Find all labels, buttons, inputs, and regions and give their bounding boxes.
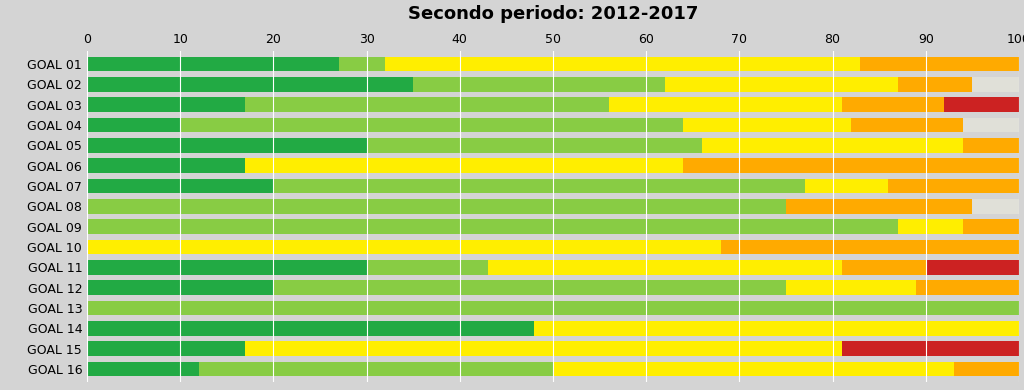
Bar (199, 362, 553, 376)
Bar (87, 362, 1019, 376)
Bar (487, 260, 842, 275)
Bar (860, 57, 1019, 71)
Bar (944, 97, 1019, 112)
Bar (87, 260, 367, 275)
Bar (87, 219, 898, 234)
Bar (926, 260, 1019, 275)
Bar (842, 97, 944, 112)
Bar (87, 138, 1019, 152)
Bar (87, 239, 721, 254)
Bar (898, 219, 963, 234)
Bar (87, 362, 199, 376)
Bar (963, 219, 1019, 234)
Bar (553, 362, 953, 376)
Bar (702, 138, 963, 152)
Bar (246, 158, 683, 173)
Bar (535, 321, 1019, 336)
Bar (87, 199, 1019, 214)
Bar (721, 239, 1019, 254)
Bar (339, 57, 385, 71)
Bar (953, 362, 1019, 376)
Bar (963, 138, 1019, 152)
Bar (87, 239, 1019, 254)
Bar (414, 77, 665, 92)
Bar (180, 118, 683, 132)
Bar (87, 219, 1019, 234)
Bar (246, 341, 842, 356)
Bar (273, 280, 786, 295)
Bar (87, 280, 1019, 295)
Bar (87, 199, 786, 214)
Bar (87, 179, 273, 193)
Bar (385, 57, 860, 71)
Bar (87, 280, 273, 295)
Bar (273, 179, 805, 193)
Bar (87, 301, 1019, 315)
Bar (87, 179, 1019, 193)
Title: Secondo periodo: 2012-2017: Secondo periodo: 2012-2017 (408, 5, 698, 23)
Bar (367, 138, 702, 152)
Bar (805, 179, 889, 193)
Bar (87, 138, 367, 152)
Bar (87, 97, 246, 112)
Bar (851, 118, 963, 132)
Bar (87, 301, 1019, 315)
Bar (87, 321, 1019, 336)
Bar (842, 260, 926, 275)
Bar (246, 97, 609, 112)
Bar (842, 341, 1019, 356)
Bar (609, 97, 842, 112)
Bar (889, 179, 1019, 193)
Bar (87, 77, 1019, 92)
Bar (87, 341, 246, 356)
Bar (916, 280, 1019, 295)
Bar (87, 77, 414, 92)
Bar (786, 199, 973, 214)
Bar (665, 77, 898, 92)
Bar (786, 280, 916, 295)
Bar (87, 158, 1019, 173)
Bar (683, 158, 1019, 173)
Bar (87, 118, 180, 132)
Bar (87, 341, 1019, 356)
Bar (87, 57, 1019, 71)
Bar (683, 118, 851, 132)
Bar (87, 158, 246, 173)
Bar (898, 77, 973, 92)
Bar (87, 321, 535, 336)
Bar (87, 260, 1019, 275)
Bar (87, 57, 339, 71)
Bar (367, 260, 487, 275)
Bar (87, 97, 1019, 112)
Bar (87, 118, 1019, 132)
